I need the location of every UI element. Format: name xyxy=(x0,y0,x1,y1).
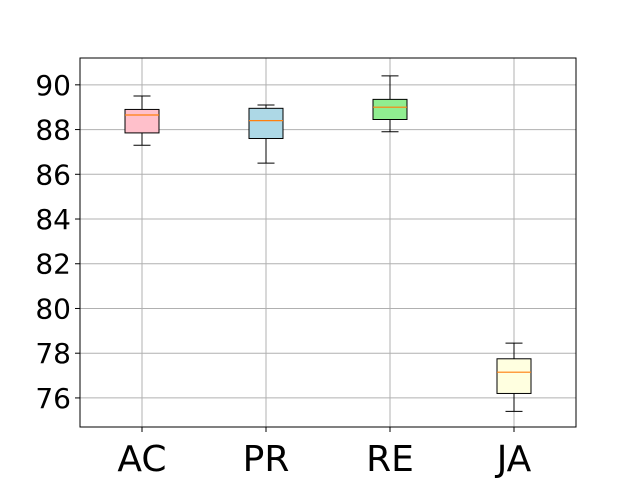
box-re xyxy=(372,75,408,133)
y-tick-label: 86 xyxy=(35,158,71,191)
plot-area-frame xyxy=(79,57,577,428)
box-iqr xyxy=(124,108,160,134)
box-iqr xyxy=(248,107,284,140)
x-tick-label: RE xyxy=(366,439,414,480)
box-ac xyxy=(124,95,160,146)
y-tick-label: 76 xyxy=(35,382,71,415)
box-pr xyxy=(248,104,284,164)
box-iqr xyxy=(496,358,532,394)
y-tick-label: 80 xyxy=(35,292,71,325)
y-axis-ticks: 76 78 80 82 84 86 88 90 xyxy=(35,69,80,415)
box-series xyxy=(124,75,532,412)
box-ja xyxy=(496,342,532,412)
box-iqr xyxy=(372,98,408,120)
y-tick-label: 88 xyxy=(35,114,71,147)
y-tick-label: 90 xyxy=(35,69,71,102)
y-tick-label: 82 xyxy=(35,248,71,281)
x-tick-label: PR xyxy=(243,439,290,480)
x-axis-ticks: AC PR RE JA xyxy=(117,427,532,480)
x-tick-label: AC xyxy=(117,439,166,480)
y-tick-label: 84 xyxy=(35,203,71,236)
y-tick-label: 78 xyxy=(35,337,71,370)
x-tick-label: JA xyxy=(495,439,532,480)
